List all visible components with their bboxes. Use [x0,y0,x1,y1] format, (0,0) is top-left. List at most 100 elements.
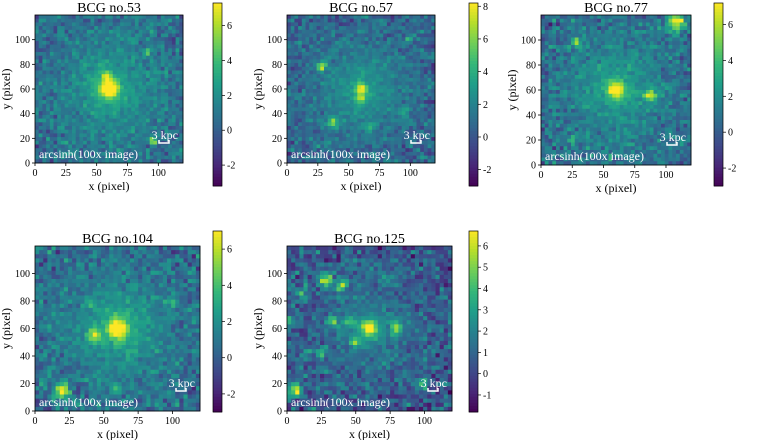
heatmap-cell [64,118,69,123]
heatmap-cell [60,18,65,23]
heatmap-cell [616,138,621,143]
heatmap-cell [175,59,180,64]
heatmap-cell [142,81,147,86]
colorbar-tick-label: 2 [227,91,232,102]
heatmap-cell [604,18,609,23]
heatmap-cell [642,15,647,20]
heatmap-cell [120,159,125,164]
heatmap-cell [353,148,358,153]
heatmap-cell [649,120,654,125]
x-tick-label: 25 [61,168,71,179]
heatmap-cell [646,93,651,98]
heatmap-cell [97,137,102,142]
heatmap-cell [638,30,643,35]
heatmap-cell [298,92,303,97]
heatmap-cell [649,82,654,87]
heatmap-cell [683,71,688,76]
heatmap-cell [556,146,561,151]
heatmap-cell [42,100,47,105]
heatmap-cell [394,18,399,23]
heatmap-cell [294,107,299,112]
heatmap-cell [171,22,176,27]
heatmap-cell [668,105,673,110]
heatmap-cell [423,37,428,42]
heatmap-cell [168,144,173,149]
heatmap-cell [653,26,658,31]
heatmap-cell [149,100,154,105]
heatmap-cell [601,63,606,68]
heatmap-cell [586,26,591,31]
heatmap-cell [316,74,321,79]
heatmap-cell [105,107,110,112]
heatmap-cell [105,63,110,68]
heatmap-cell [582,18,587,23]
heatmap-cell [657,60,662,65]
heatmap-cell [687,71,692,76]
heatmap-cell [290,137,295,142]
heatmap-cell [412,129,417,134]
heatmap-cell [53,92,58,97]
heatmap-cell [97,92,102,97]
heatmap-cell [416,15,421,20]
heatmap-cell [427,107,432,112]
heatmap-cell [420,144,425,149]
heatmap-cell [582,138,587,143]
heatmap-cell [138,129,143,134]
heatmap-cell [327,111,332,116]
heatmap-cell [386,137,391,142]
heatmap-cell [597,48,602,53]
heatmap-cell [131,52,136,57]
heatmap-cell [153,77,158,82]
heatmap-cell [687,18,692,23]
heatmap-cell [331,59,336,64]
heatmap-cell [552,161,557,166]
heatmap-cell [412,118,417,123]
heatmap-cell [127,107,132,112]
heatmap-cell [634,131,639,136]
heatmap-cell [604,82,609,87]
heatmap-cell [94,22,99,27]
heatmap-cell [49,15,54,20]
heatmap-cell [541,15,546,20]
heatmap-cell [638,41,643,46]
colorbar-segment [469,51,478,56]
heatmap-cell [86,40,91,45]
heatmap-cell [138,151,143,156]
heatmap-cell [589,86,594,91]
heatmap-cell [64,33,69,38]
heatmap-cell [301,118,306,123]
heatmap-cell [101,22,106,27]
heatmap-cell [142,22,147,27]
heatmap-cell [168,85,173,90]
heatmap-cell [361,15,366,20]
heatmap-cell [612,135,617,140]
heatmap-cell [353,70,358,75]
heatmap-cell [646,120,651,125]
heatmap-cell [324,33,329,38]
heatmap-cell [649,93,654,98]
heatmap-cell [548,26,553,31]
heatmap-cell [35,114,40,119]
heatmap-cell [335,159,340,164]
heatmap-cell [324,63,329,68]
x-tick-label: 0 [285,168,290,179]
heatmap-cell [338,74,343,79]
heatmap-cell [60,63,65,68]
heatmap-cell [679,41,684,46]
heatmap-cell [390,81,395,86]
heatmap-cell [94,122,99,127]
heatmap-cell [335,63,340,68]
heatmap-cell [634,112,639,117]
x-tick-label: 25 [313,168,323,179]
heatmap-cell [423,63,428,68]
heatmap-cell [64,55,69,60]
heatmap-cell [171,18,176,23]
heatmap-cell [305,133,310,138]
heatmap-cell [164,103,169,108]
heatmap-cell [338,85,343,90]
heatmap-cell [153,155,158,160]
heatmap-cell [72,155,77,160]
heatmap-cell [593,142,598,147]
heatmap-cell [120,151,125,156]
heatmap-cell [68,85,73,90]
